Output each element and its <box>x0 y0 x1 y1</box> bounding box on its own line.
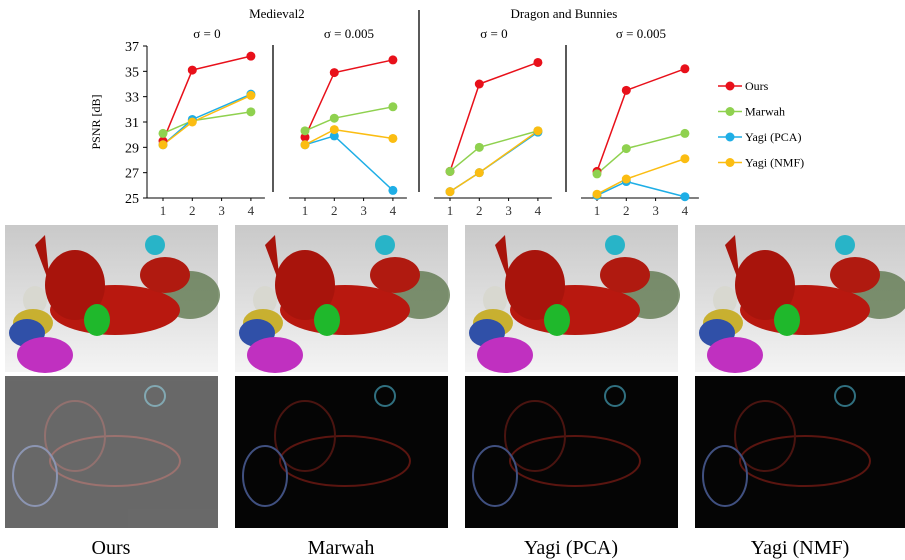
y-tick-label: 29 <box>125 141 139 156</box>
panel-subtitle: σ = 0.005 <box>324 26 374 41</box>
legend-label: Ours <box>745 79 769 93</box>
data-point <box>621 85 631 95</box>
x-tick-label: 3 <box>505 203 512 218</box>
series-line <box>304 128 394 146</box>
x-tick-label: 2 <box>189 203 196 218</box>
series-line <box>596 180 686 198</box>
caption: Yagi (PCA) <box>524 537 618 559</box>
data-point <box>680 192 690 202</box>
result-image <box>465 225 680 373</box>
y-tick-label: 25 <box>125 192 139 207</box>
data-point <box>533 126 543 136</box>
series-line <box>162 94 252 146</box>
data-point <box>329 113 339 123</box>
result-image <box>5 225 220 373</box>
data-point <box>329 68 339 78</box>
data-point <box>388 185 398 195</box>
series-line <box>596 68 686 172</box>
data-point <box>158 140 168 150</box>
series-line <box>449 130 539 172</box>
data-point <box>474 142 484 152</box>
data-point <box>680 64 690 74</box>
x-tick-label: 1 <box>447 203 454 218</box>
panel-subtitle: σ = 0.005 <box>616 26 666 41</box>
data-point <box>621 174 631 184</box>
error-image <box>234 375 449 529</box>
legend-label: Yagi (NMF) <box>745 156 804 170</box>
data-point <box>592 169 602 179</box>
error-image <box>694 375 905 529</box>
data-point <box>533 57 543 67</box>
legend-marker <box>725 81 735 91</box>
data-point <box>329 131 339 141</box>
data-point <box>680 128 690 138</box>
x-tick-label: 3 <box>218 203 225 218</box>
data-point <box>621 144 631 154</box>
x-tick-label: 4 <box>682 203 689 218</box>
result-image <box>235 225 450 373</box>
data-point <box>187 65 197 75</box>
x-tick-label: 1 <box>160 203 167 218</box>
x-tick-label: 2 <box>623 203 630 218</box>
series-line <box>596 132 686 175</box>
group-title: Dragon and Bunnies <box>510 6 617 21</box>
caption: Marwah <box>308 537 375 559</box>
legend-marker <box>725 107 735 116</box>
y-tick-label: 27 <box>125 167 139 182</box>
data-point <box>474 168 484 178</box>
y-tick-label: 35 <box>125 65 139 80</box>
data-point <box>680 154 690 164</box>
x-tick-label: 3 <box>652 203 659 218</box>
y-tick-label: 37 <box>125 40 139 55</box>
data-point <box>388 133 398 143</box>
series-line <box>449 61 539 172</box>
legend-label: Marwah <box>745 105 785 119</box>
data-point <box>388 102 398 112</box>
x-tick-label: 4 <box>248 203 255 218</box>
legend-label: Yagi (PCA) <box>745 130 801 144</box>
data-point <box>158 128 168 138</box>
series-line <box>304 135 394 191</box>
legend-marker <box>725 132 735 142</box>
y-tick-label: 33 <box>125 91 139 106</box>
data-point <box>246 51 256 61</box>
data-point <box>474 79 484 89</box>
error-image <box>464 375 679 529</box>
data-point <box>246 107 256 117</box>
x-tick-label: 4 <box>390 203 397 218</box>
group-title: Medieval2 <box>249 6 305 21</box>
result-image <box>695 225 905 373</box>
panel-subtitle: σ = 0 <box>193 26 220 41</box>
data-point <box>445 166 455 176</box>
data-point <box>388 55 398 65</box>
data-point <box>445 187 455 197</box>
caption: Yagi (NMF) <box>751 537 850 559</box>
data-point <box>329 125 339 135</box>
y-tick-label: 31 <box>125 116 139 131</box>
x-tick-label: 1 <box>594 203 601 218</box>
legend-marker <box>725 158 735 167</box>
x-tick-label: 4 <box>535 203 542 218</box>
data-point <box>300 132 310 142</box>
y-axis-label: PSNR [dB] <box>89 94 103 149</box>
x-tick-label: 2 <box>331 203 338 218</box>
data-point <box>300 126 310 136</box>
data-point <box>592 189 602 199</box>
data-point <box>246 90 256 100</box>
x-tick-label: 2 <box>476 203 483 218</box>
data-point <box>187 117 197 127</box>
data-point <box>300 140 310 150</box>
x-tick-label: 1 <box>302 203 309 218</box>
panel-subtitle: σ = 0 <box>480 26 507 41</box>
caption: Ours <box>92 537 131 559</box>
series-line <box>304 106 394 132</box>
x-tick-label: 3 <box>360 203 367 218</box>
error-image <box>4 375 219 529</box>
